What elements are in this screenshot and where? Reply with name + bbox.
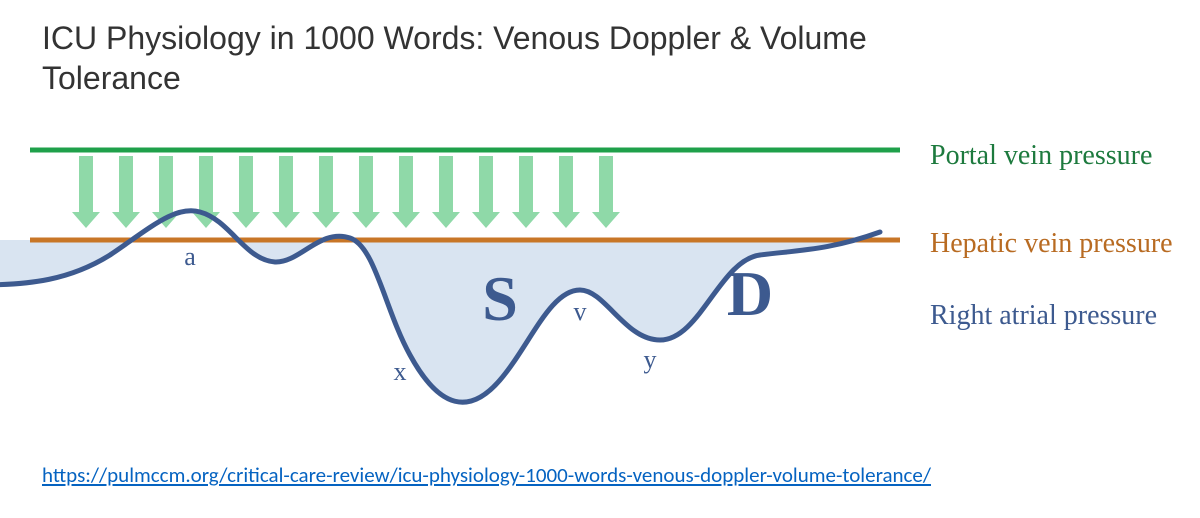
wave-marker-v: v [574,297,587,326]
source-link[interactable]: https://pulmccm.org/critical-care-review… [42,462,931,488]
portal-vein-label: Portal vein pressure [930,140,1152,172]
page-title: ICU Physiology in 1000 Words: Venous Dop… [42,18,942,98]
gradient-arrow [112,156,140,228]
gradient-arrow [592,156,620,228]
gradient-arrow [392,156,420,228]
wave-marker-x: x [394,357,407,386]
gradient-arrow [512,156,540,228]
gradient-arrow [72,156,100,228]
gradient-arrow [312,156,340,228]
gradient-arrow [232,156,260,228]
wave-letter-s: S [482,263,518,334]
gradient-arrow [352,156,380,228]
wave-marker-a: a [184,242,196,271]
gradient-arrow [272,156,300,228]
rap-label: Right atrial pressure [930,300,1157,332]
pressure-diagram: S Da x v y Portal vein pressure Hepatic vein … [0,120,1200,440]
gradient-arrow [472,156,500,228]
hepatic-vein-label: Hepatic vein pressure [930,228,1173,260]
gradient-arrow [432,156,460,228]
gradient-arrow [552,156,580,228]
wave-letter-d: D [727,258,773,329]
wave-marker-y: y [644,345,657,374]
